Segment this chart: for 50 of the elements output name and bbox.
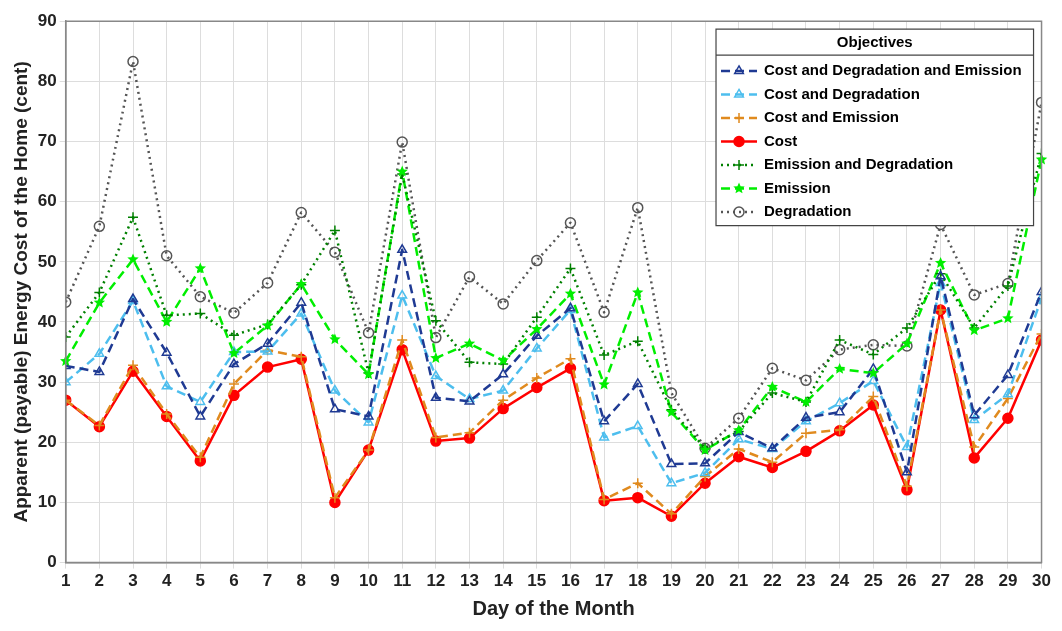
y-tick-label: 30 (37, 371, 57, 391)
y-axis-title: Apparent (payable) Energy Cost of the Home (cent) (9, 61, 31, 523)
y-tick-label: 10 (37, 492, 57, 512)
y-tick-label: 80 (37, 71, 57, 91)
x-tick-label: 21 (729, 571, 749, 591)
y-tick-label: 0 (47, 552, 57, 572)
x-tick-label: 18 (628, 571, 648, 591)
y-tick-label: 40 (37, 311, 57, 331)
x-axis-title: Day of the Month (472, 596, 635, 619)
x-tick-label: 26 (897, 571, 917, 591)
y-tick-label: 20 (37, 431, 57, 451)
y-tick-label: 90 (37, 10, 57, 30)
x-tick-label: 23 (796, 571, 816, 591)
x-tick-label: 1 (60, 571, 71, 591)
x-tick-label: 10 (359, 571, 379, 591)
x-tick-label: 3 (128, 571, 138, 591)
x-tick-label: 22 (762, 571, 782, 591)
x-tick-label: 15 (527, 571, 547, 591)
x-tick-label: 27 (931, 571, 951, 591)
y-tick-label: 70 (37, 131, 57, 151)
x-tick-label: 7 (262, 571, 273, 591)
x-tick-label: 12 (426, 571, 446, 591)
x-tick-label: 17 (594, 571, 614, 591)
x-tick-label: 11 (393, 571, 412, 591)
x-tick-label: 8 (296, 571, 306, 591)
x-tick-label: 5 (195, 571, 206, 591)
x-tick-label: 16 (560, 571, 580, 591)
legend-label: Emission (764, 178, 831, 196)
y-tick-label: 60 (37, 191, 57, 211)
legend-label: Degradation (764, 202, 852, 220)
legend-label: Cost and Degradation and Emission (764, 61, 1022, 79)
legend-label: Cost and Emission (764, 108, 900, 126)
legend-label: Emission and Degradation (764, 155, 954, 173)
x-tick-label: 14 (493, 571, 514, 591)
legend-label: Cost and Degradation (764, 84, 920, 102)
x-tick-label: 30 (1032, 571, 1052, 591)
y-tick-label: 50 (37, 251, 57, 271)
x-tick-label: 19 (661, 571, 681, 591)
x-tick-label: 20 (695, 571, 715, 591)
legend-title: Objectives (836, 33, 913, 51)
x-tick-label: 25 (863, 571, 883, 591)
x-tick-label: 4 (161, 571, 172, 591)
x-tick-label: 13 (460, 571, 479, 591)
legend-label: Cost (764, 131, 798, 149)
x-tick-label: 9 (330, 571, 340, 591)
x-tick-label: 28 (964, 571, 984, 591)
x-tick-label: 29 (998, 571, 1018, 591)
x-tick-label: 2 (94, 571, 105, 591)
x-tick-label: 24 (830, 571, 850, 591)
x-tick-label: 6 (229, 571, 239, 591)
